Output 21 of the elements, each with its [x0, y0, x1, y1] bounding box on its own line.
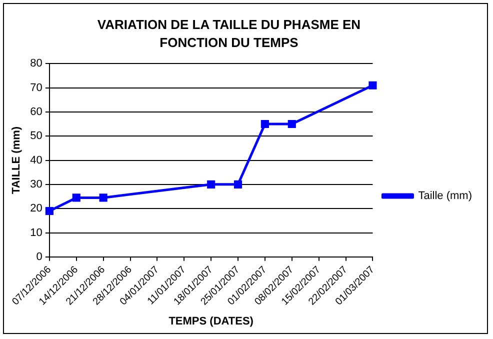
y-tick-label: 30 — [30, 178, 42, 190]
point — [99, 194, 108, 202]
y-tick-label: 10 — [30, 226, 42, 239]
y-tick-label: 40 — [30, 154, 42, 166]
point — [234, 180, 242, 188]
legend-label: Taille (mm) — [418, 190, 472, 202]
x-axis-title: TEMPS (DATES) — [168, 315, 254, 328]
y-tick-label: 60 — [30, 106, 42, 118]
y-tick-label: 20 — [30, 202, 42, 215]
point — [207, 180, 216, 188]
y-tick-label: 0 — [36, 250, 42, 263]
point — [260, 120, 269, 128]
y-tick-label: 70 — [30, 82, 42, 94]
y-axis-title: TAILLE (mm) — [10, 126, 23, 194]
chart-title: VARIATION DE LA TAILLE DU PHASME EN FONCTION DU TEMPS — [96, 16, 362, 52]
point — [45, 206, 54, 216]
y-tick-label: 80 — [30, 58, 42, 70]
point — [368, 81, 377, 90]
point — [288, 120, 296, 128]
y-tick-label: 50 — [30, 130, 42, 142]
point — [72, 194, 80, 202]
